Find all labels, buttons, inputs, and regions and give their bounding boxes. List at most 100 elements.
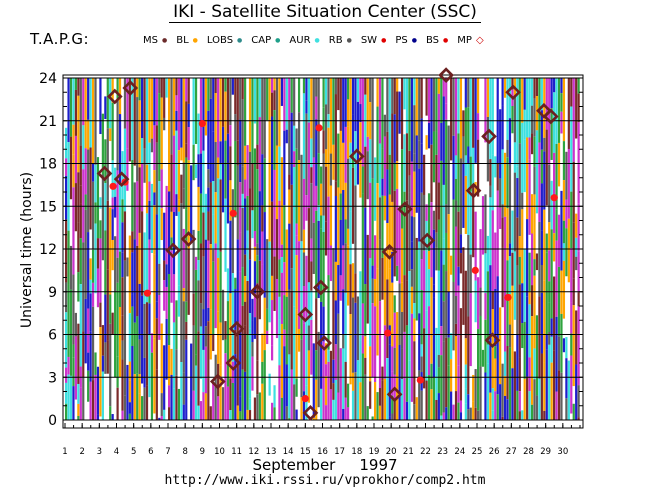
bs-point	[229, 209, 237, 217]
data-strip	[91, 163, 95, 182]
data-strip	[312, 78, 315, 158]
data-strip	[212, 261, 215, 335]
data-strip	[513, 251, 516, 320]
data-strip	[361, 250, 364, 304]
data-strip	[185, 78, 188, 102]
data-strip	[168, 78, 171, 151]
data-strip	[138, 78, 141, 101]
data-strip	[329, 153, 333, 186]
data-strip	[413, 78, 416, 106]
data-strip	[185, 101, 188, 144]
data-strip	[251, 210, 254, 239]
data-strip	[310, 319, 313, 375]
data-strip	[381, 178, 384, 196]
data-strip	[261, 333, 264, 362]
data-strip	[324, 78, 328, 105]
data-strip	[555, 316, 558, 392]
data-strip	[163, 260, 166, 281]
data-strip	[155, 78, 158, 126]
data-strip	[79, 78, 82, 146]
data-strip	[553, 92, 556, 153]
data-strip	[302, 178, 306, 230]
data-strip	[454, 200, 458, 227]
data-strip	[435, 78, 438, 132]
data-strip	[214, 78, 217, 93]
data-strip	[415, 237, 418, 250]
data-strip	[145, 385, 149, 420]
data-strip	[251, 163, 254, 211]
data-strip	[543, 137, 546, 152]
y-tick-label: 24	[39, 71, 57, 87]
data-strip	[484, 253, 487, 294]
data-strip	[302, 286, 306, 324]
data-strip	[356, 78, 360, 102]
data-strip	[464, 338, 467, 365]
data-strip	[575, 78, 578, 139]
data-strip	[521, 410, 524, 420]
data-strip	[65, 158, 68, 176]
data-strip	[508, 164, 512, 244]
data-strip	[334, 300, 337, 345]
data-strip	[491, 410, 494, 420]
data-strip	[369, 381, 372, 409]
data-strip	[486, 344, 489, 364]
data-strip	[273, 385, 276, 408]
data-strip	[241, 99, 244, 167]
data-strip	[229, 220, 232, 294]
data-strip	[364, 374, 367, 420]
data-strip	[464, 388, 467, 404]
data-strip	[472, 401, 475, 420]
data-strip	[248, 188, 252, 260]
x-tick-label: 25	[472, 447, 483, 457]
data-strip	[236, 165, 239, 240]
data-strip	[263, 414, 266, 420]
data-strip	[175, 95, 178, 111]
data-strip	[518, 391, 521, 412]
data-strip	[339, 219, 342, 276]
data-strip	[128, 235, 131, 314]
data-strip	[447, 214, 450, 292]
data-strip	[182, 288, 185, 302]
x-axis-year: 1997	[359, 456, 398, 474]
data-strip	[194, 354, 198, 366]
data-strip	[437, 393, 440, 420]
data-strip	[450, 333, 453, 360]
data-strip	[268, 164, 271, 242]
mp-point	[419, 232, 436, 249]
data-strip	[170, 211, 173, 238]
data-strip	[445, 232, 448, 272]
data-strip	[516, 217, 519, 266]
data-strip	[293, 125, 296, 152]
data-strip	[182, 404, 185, 420]
data-strip	[462, 247, 465, 325]
data-strip	[221, 78, 225, 127]
data-strip	[477, 329, 480, 411]
data-strip	[383, 325, 386, 379]
data-strip	[155, 301, 158, 319]
data-strip	[224, 198, 227, 272]
data-strip	[170, 154, 173, 212]
data-strip	[126, 257, 129, 277]
data-strip	[65, 127, 68, 159]
x-tick-label: 2	[79, 447, 84, 457]
data-strip	[479, 366, 482, 420]
data-strip	[351, 372, 355, 391]
data-strip	[155, 142, 158, 215]
data-strip	[462, 110, 465, 137]
data-strip	[69, 245, 73, 290]
data-strip	[123, 395, 127, 420]
data-strip	[219, 179, 222, 252]
data-strip	[386, 279, 389, 359]
data-strip	[557, 266, 561, 337]
data-strip	[364, 78, 367, 95]
data-strip	[322, 153, 325, 216]
data-strip	[450, 78, 453, 161]
data-strip	[244, 198, 247, 255]
footer-url[interactable]: http://www.iki.rssi.ru/vprokhor/comp2.ht…	[164, 473, 486, 488]
data-strip	[109, 78, 112, 129]
data-strip	[398, 210, 401, 284]
data-strip	[518, 236, 521, 257]
data-strip	[214, 92, 217, 143]
x-tick-label: 21	[403, 447, 414, 457]
data-strip	[136, 181, 139, 246]
